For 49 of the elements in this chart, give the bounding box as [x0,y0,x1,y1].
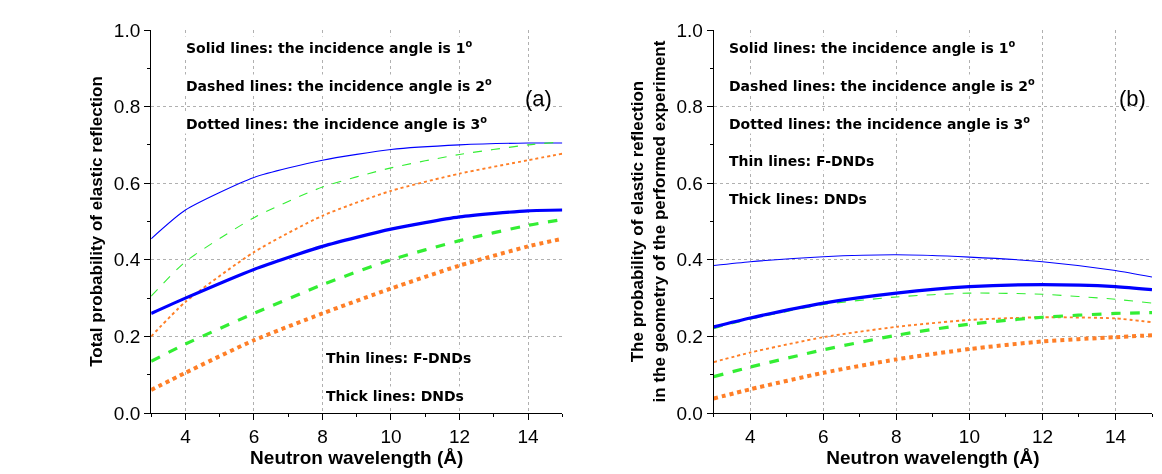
line-series [713,333,1152,401]
x-tick-label: 12 [448,425,471,447]
y-tick-label: 0.4 [676,249,704,271]
y-axis-title: Total probability of elastic reflection [87,76,107,367]
y-tick-label: 0.6 [676,172,703,194]
annotation: Thin lines: F-DNDs [729,153,875,169]
x-tick-label: 12 [1031,425,1054,447]
x-tick-label: 8 [891,425,902,447]
annotation: (a) [525,86,552,111]
x-tick-label: 14 [1104,425,1127,447]
line-series [713,311,1152,379]
y-tick-label: 1.0 [676,19,703,41]
x-tick-label: 6 [818,425,829,447]
y-axis-title: The probability of elastic reflection in the geometry of the performed experiment [627,40,670,403]
x-tick-label: 10 [958,425,980,447]
y-tick-label: 0.2 [113,326,141,348]
line-series [151,208,563,316]
annotation: Solid lines: the incidence angle is 1$^{o}$ [186,38,473,56]
line-series [151,152,563,338]
x-tick-label: 8 [317,425,328,447]
x-tick-label: 4 [745,425,757,447]
y-tick-label: 0.0 [676,402,703,424]
annotation: Dashed lines: the incidence angle is 2$^{o}$ [729,76,1036,94]
y-tick-label: 0.8 [676,96,703,118]
x-axis-title: Neutron wavelength (Å) [250,446,464,468]
x-tick-label: 6 [248,425,260,447]
annotation: (b) [1119,86,1146,111]
y-tick-label: 0.4 [113,249,141,271]
line-series [713,316,1152,364]
annotation: Thin lines: F-DNDs [326,350,472,366]
line-series [713,254,1152,278]
annotation: Thick lines: DNDs [729,191,867,207]
annotation: Solid lines: the incidence angle is 1$^{o}$ [729,38,1016,56]
annotation: Thick lines: DNDs [326,388,464,404]
y-tick-label: 1.0 [113,19,141,41]
x-tick-label: 14 [517,425,540,447]
line-series [151,142,563,240]
line-series [713,283,1152,329]
y-tick-label: 0.2 [676,326,703,348]
annotation: Dotted lines: the incidence angle is 3$^{o}$ [729,114,1031,132]
annotation: Dashed lines: the incidence angle is 2$^{o}$ [186,76,493,94]
x-axis-title: Neutron wavelength (Å) [826,446,1040,468]
y-tick-label: 0.8 [113,96,141,118]
annotation: Dotted lines: the incidence angle is 3$^{o}$ [186,114,488,132]
line-series [713,292,1152,330]
y-tick-label: 0.6 [113,172,141,194]
x-tick-label: 10 [380,425,402,447]
x-tick-label: 4 [180,425,192,447]
y-tick-label: 0.0 [113,402,141,424]
